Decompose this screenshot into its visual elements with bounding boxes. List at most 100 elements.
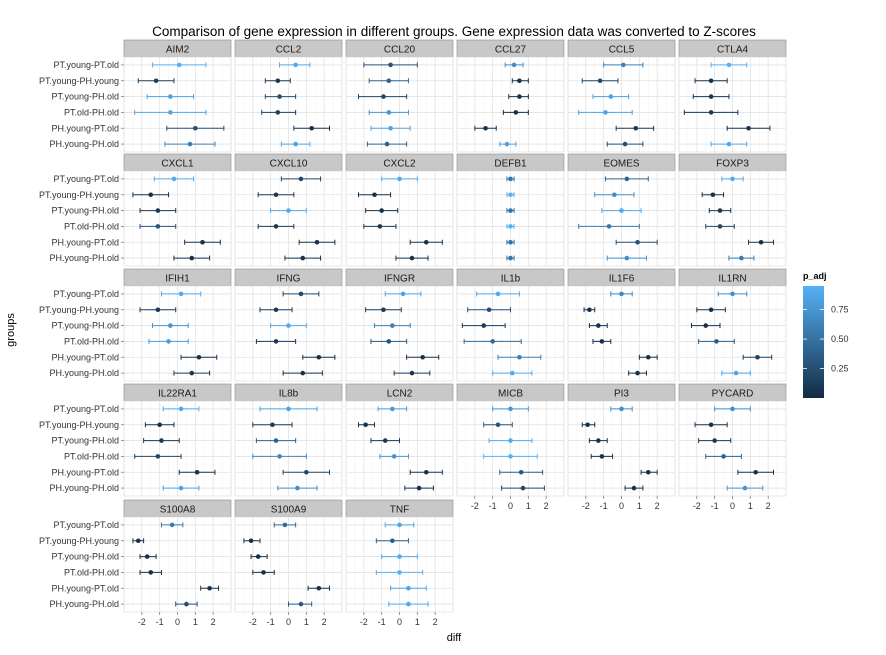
y-tick-label: PT.old-PH.old <box>64 336 119 346</box>
data-point <box>508 224 513 229</box>
data-point <box>717 224 723 229</box>
legend-tick-label: 0.25 <box>831 364 849 374</box>
data-point <box>508 438 513 443</box>
facet-strip-label: CCL2 <box>276 45 302 56</box>
x-tick-label: 1 <box>526 501 531 511</box>
x-tick-label: 2 <box>544 501 549 511</box>
facet-strip-label: TNF <box>390 505 409 516</box>
facet-strip-label: CCL5 <box>609 45 635 56</box>
data-point <box>397 522 402 528</box>
data-point <box>166 339 171 344</box>
data-point <box>388 125 393 131</box>
data-point <box>309 125 314 131</box>
data-point <box>277 94 282 99</box>
y-tick-label: PT.young-PH.old <box>51 552 119 562</box>
facet-panel-ccl2: CCL2 <box>234 39 343 153</box>
data-point <box>746 125 751 131</box>
facet-panel-ccl5: CCL5 <box>567 39 676 153</box>
x-tick-label: 0 <box>619 501 624 511</box>
y-tick-label: PT.young-PH.young <box>39 536 119 546</box>
x-tick-label: 1 <box>304 617 309 627</box>
data-point <box>517 78 522 84</box>
data-point <box>298 291 304 297</box>
x-tick-label: 0 <box>508 501 513 511</box>
data-point <box>159 438 164 443</box>
data-point <box>633 125 639 131</box>
data-point <box>508 454 513 459</box>
data-point <box>509 370 515 376</box>
data-point <box>714 339 719 344</box>
facet-strip-label: IFIH1 <box>165 274 190 285</box>
data-point <box>504 141 510 147</box>
data-point <box>645 469 651 475</box>
facet-panel-tnf: TNF -2 -1 0 1 2 <box>345 499 454 627</box>
data-point <box>495 422 501 428</box>
x-tick-label: -1 <box>267 617 275 627</box>
data-point <box>300 255 306 261</box>
data-point <box>597 78 603 84</box>
data-point <box>298 601 304 607</box>
data-point <box>293 62 298 68</box>
data-point <box>153 78 159 84</box>
facet-strip-label: IL1b <box>501 274 521 285</box>
y-tick-label: PT.young-PH.old <box>51 92 119 102</box>
facet-strip-label: CCL27 <box>495 45 527 56</box>
x-tick-label: -2 <box>471 501 479 511</box>
y-tick-label: PH.young-PT.old <box>51 237 119 247</box>
y-tick-label: PH.young-PH.old <box>49 368 119 378</box>
y-axis-title: groups <box>5 313 17 347</box>
y-tick-label: PT.old-PH.old <box>64 451 119 461</box>
data-point <box>603 110 608 115</box>
legend-title: p_adj <box>803 271 827 281</box>
data-point <box>635 370 640 376</box>
facet-strip-label: IFNG <box>277 274 301 285</box>
data-point <box>275 78 281 84</box>
data-point <box>635 239 640 245</box>
data-point <box>717 208 723 213</box>
data-point <box>517 94 522 99</box>
data-point <box>155 208 161 213</box>
x-tick-label: 2 <box>322 617 327 627</box>
data-point <box>168 110 173 115</box>
data-point <box>193 125 198 131</box>
facet-panel-micb: MICB -2 -1 0 1 2 <box>456 383 565 511</box>
y-tick-label: PH.young-PT.old <box>51 467 119 477</box>
data-point <box>363 422 368 428</box>
data-point <box>293 141 298 147</box>
facet-panel-defb1: DEFB1 <box>456 153 565 267</box>
data-point <box>753 469 758 475</box>
data-point <box>171 176 177 182</box>
data-point <box>631 485 637 491</box>
data-point <box>314 239 320 245</box>
data-point <box>599 454 605 459</box>
facet-panel-cxcl2: CXCL2 <box>345 153 454 267</box>
facet-strip-label: IL22RA1 <box>158 389 197 400</box>
data-point <box>397 570 402 575</box>
data-point <box>207 585 212 591</box>
data-point <box>622 141 628 147</box>
x-tick-label: -1 <box>711 501 719 511</box>
data-point <box>176 62 182 68</box>
data-point <box>508 406 513 412</box>
facet-strip-label: CTLA4 <box>717 45 749 56</box>
data-point <box>513 110 519 115</box>
data-point <box>739 255 744 261</box>
y-tick-label: PT.young-PH.old <box>51 321 119 331</box>
y-tick-label: PH.young-PH.old <box>49 483 119 493</box>
facet-panel-il22ra1: IL22RA1 PT.young-PT.old PT.young-PH.young P… <box>39 383 232 497</box>
data-point <box>379 208 384 213</box>
data-point <box>386 339 392 344</box>
facet-strip-label: IL1F6 <box>609 274 635 285</box>
data-point <box>517 354 522 360</box>
facet-strip-label: CXCL2 <box>383 159 416 170</box>
facet-panel-lcn2: LCN2 <box>345 383 454 497</box>
data-point <box>712 438 717 443</box>
data-point <box>730 406 735 412</box>
data-point <box>608 94 614 99</box>
data-point <box>606 224 612 229</box>
data-point <box>481 323 487 328</box>
facet-panel-ifih1: IFIH1 PT.young-PT.old PT.young-PH.young PT.… <box>39 268 232 382</box>
data-point <box>155 454 161 459</box>
data-point <box>135 538 141 544</box>
